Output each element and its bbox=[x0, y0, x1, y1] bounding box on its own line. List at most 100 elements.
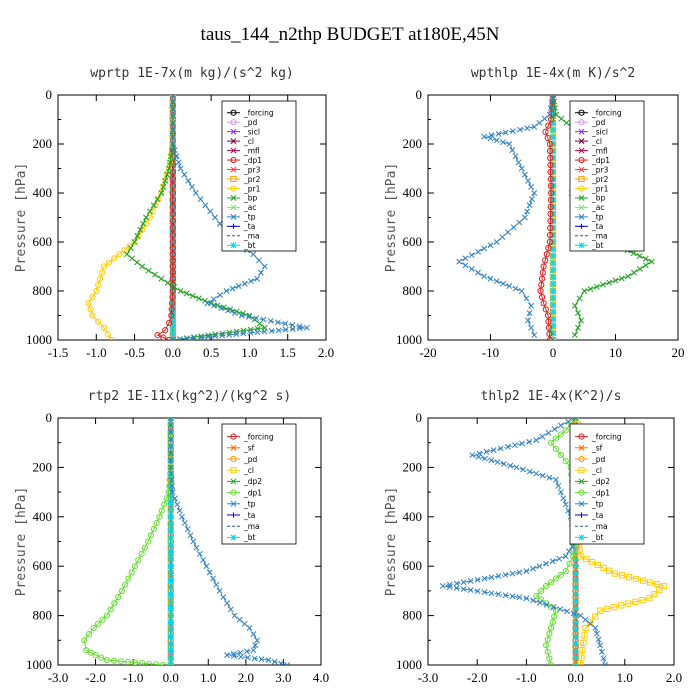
series-point bbox=[160, 183, 167, 190]
series-point bbox=[217, 292, 224, 299]
series-point bbox=[592, 624, 599, 631]
series-point bbox=[525, 177, 531, 184]
legend-label: _bp bbox=[591, 194, 606, 203]
series-point bbox=[167, 478, 174, 485]
series-point bbox=[282, 320, 289, 327]
y-tick-label: 600 bbox=[33, 234, 53, 249]
x-tick-label: -2.0 bbox=[467, 670, 488, 685]
series-point bbox=[523, 595, 530, 602]
series-point bbox=[543, 560, 550, 567]
series-point bbox=[531, 123, 538, 130]
legend-marker bbox=[230, 175, 237, 183]
series-point bbox=[528, 183, 535, 190]
series-point bbox=[495, 573, 502, 580]
legend-label: _dp2 bbox=[591, 477, 610, 486]
series-point bbox=[122, 581, 129, 588]
series-point bbox=[160, 661, 167, 665]
series-point bbox=[171, 147, 178, 154]
legend-label: _pd bbox=[591, 455, 606, 464]
series-point bbox=[218, 305, 225, 312]
x-tick-label: -1.5 bbox=[48, 345, 69, 360]
series-point bbox=[526, 202, 533, 209]
series-point bbox=[212, 333, 219, 340]
series-point bbox=[202, 202, 209, 209]
series-point bbox=[284, 662, 291, 665]
figure-title: taus_144_n2thp BUDGET at180E,45N bbox=[201, 24, 500, 45]
series-point bbox=[176, 507, 183, 514]
series-point bbox=[167, 436, 174, 443]
series-point bbox=[571, 302, 578, 309]
legend-label: _pr2 bbox=[591, 175, 609, 184]
series-point bbox=[216, 220, 223, 227]
series-point bbox=[493, 239, 500, 245]
series-point bbox=[216, 587, 223, 594]
series-point bbox=[89, 294, 96, 301]
y-tick-label: 800 bbox=[403, 283, 423, 298]
series-point bbox=[572, 640, 579, 647]
series-point bbox=[167, 556, 174, 563]
legend-marker bbox=[578, 204, 585, 211]
series-point bbox=[557, 571, 564, 578]
panel-title: thlp2 1E-4x(K^2)/s bbox=[481, 389, 622, 404]
series-point bbox=[474, 588, 481, 595]
series-point bbox=[198, 334, 205, 340]
y-axis-label: Pressure [hPa] bbox=[384, 163, 399, 273]
series-point bbox=[153, 519, 160, 527]
series-point bbox=[164, 279, 171, 286]
series-point bbox=[550, 120, 556, 126]
series-point bbox=[572, 605, 579, 612]
series-point bbox=[557, 451, 564, 459]
series-point bbox=[184, 526, 191, 533]
series-point bbox=[546, 231, 554, 239]
series-point bbox=[530, 565, 536, 572]
series-point bbox=[512, 153, 519, 160]
series-point bbox=[446, 581, 453, 588]
x-tick-label: 2.0 bbox=[666, 670, 682, 685]
legend-label: _bt bbox=[243, 241, 256, 250]
series-point bbox=[546, 111, 553, 118]
series-point bbox=[203, 563, 210, 570]
series-point bbox=[116, 251, 123, 258]
series-point bbox=[550, 127, 556, 133]
series-point bbox=[121, 247, 128, 254]
series-point bbox=[549, 98, 555, 105]
series-point bbox=[161, 501, 168, 508]
y-tick-label: 200 bbox=[33, 136, 53, 151]
series-point bbox=[167, 492, 174, 499]
x-tick-label: 0.0 bbox=[163, 670, 179, 685]
series-point bbox=[231, 612, 238, 619]
series-point bbox=[502, 571, 509, 578]
series-point bbox=[167, 443, 174, 450]
series-point bbox=[100, 263, 108, 270]
legend-label: _forcing bbox=[243, 432, 274, 441]
series-point bbox=[550, 141, 556, 147]
x-tick-label: 0 bbox=[550, 345, 557, 360]
series-point bbox=[192, 190, 199, 196]
series-point bbox=[580, 639, 587, 646]
series-point bbox=[146, 214, 153, 221]
series-point bbox=[557, 489, 564, 496]
series-point bbox=[542, 642, 550, 649]
x-tick-label: -20 bbox=[419, 345, 436, 360]
series-point bbox=[127, 245, 134, 252]
series-point bbox=[265, 657, 272, 664]
series-point bbox=[169, 263, 176, 270]
series-point bbox=[550, 267, 556, 273]
series-point bbox=[523, 295, 530, 302]
series-point bbox=[523, 568, 530, 575]
series-point bbox=[150, 526, 157, 533]
y-tick-label: 1000 bbox=[26, 332, 52, 347]
legend-marker bbox=[578, 147, 585, 154]
panels-group: wprtp 1E-7x(m kg)/(s^2 kg)02004006008001… bbox=[14, 66, 685, 685]
series-point bbox=[211, 302, 218, 309]
series-point bbox=[636, 253, 643, 259]
series-point bbox=[528, 324, 535, 331]
legend-marker bbox=[578, 109, 585, 116]
series-point bbox=[253, 315, 260, 322]
series-point bbox=[187, 532, 194, 539]
series-point bbox=[124, 658, 132, 665]
series-point bbox=[191, 335, 197, 340]
series-point bbox=[271, 658, 278, 665]
series-point bbox=[540, 263, 547, 270]
series-point bbox=[456, 258, 463, 265]
